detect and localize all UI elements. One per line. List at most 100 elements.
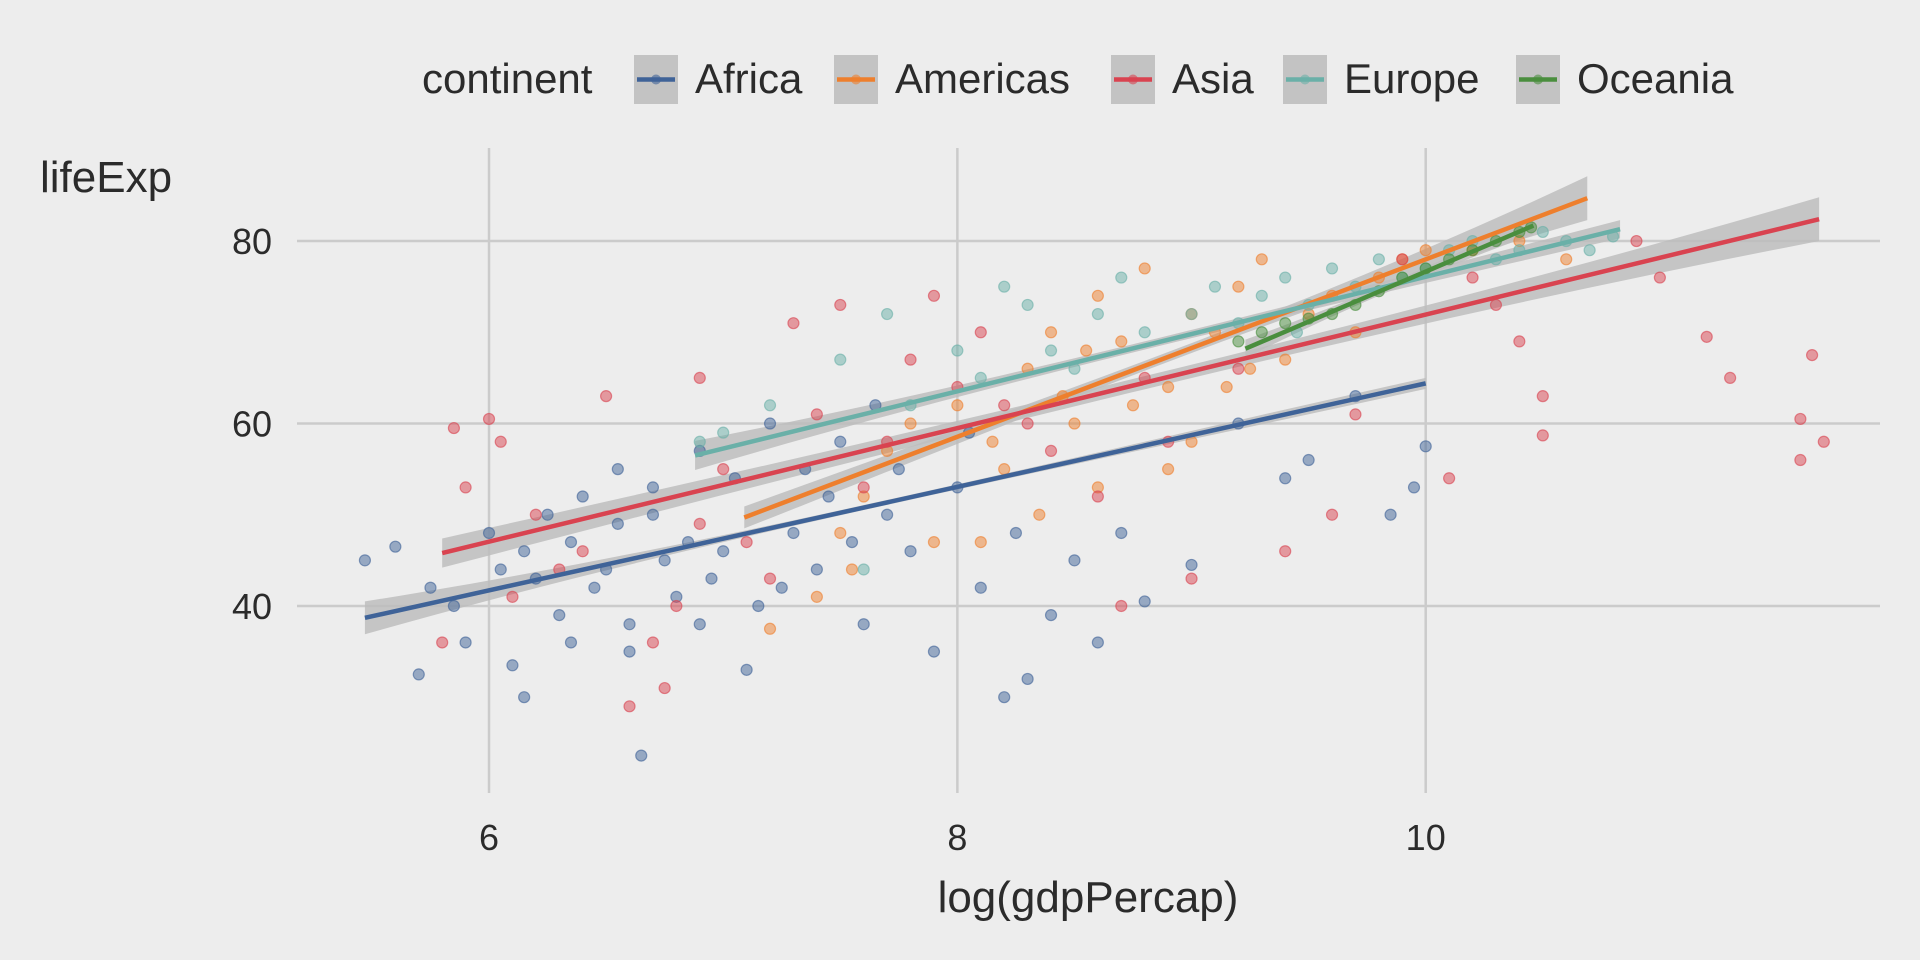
data-point-asia (1349, 408, 1362, 421)
regression-line-americas (743, 196, 1589, 520)
data-point-africa (424, 581, 437, 594)
data-point-americas (986, 435, 999, 448)
data-point-asia (927, 289, 941, 302)
data-point-asia (670, 599, 683, 613)
data-point-asia (436, 636, 449, 649)
data-point-europe (1208, 280, 1222, 293)
data-point-europe (1583, 244, 1596, 257)
data-point-africa (389, 540, 402, 553)
x-axis-title: log(gdpPercap) (938, 873, 1239, 922)
legend-point-europe (1300, 74, 1310, 85)
confidence-band-asia (442, 197, 1820, 568)
x-tick-label: 8 (947, 817, 967, 858)
data-point-africa (1419, 440, 1432, 453)
data-point-europe (1091, 307, 1104, 321)
data-point-asia (974, 326, 987, 339)
data-point-africa (998, 691, 1011, 704)
data-point-europe (998, 280, 1011, 293)
data-points (358, 221, 1830, 762)
data-point-asia (1536, 429, 1549, 442)
data-point-asia (1700, 330, 1713, 343)
data-point-asia (506, 590, 519, 603)
data-point-africa (1138, 595, 1151, 608)
data-point-africa (553, 609, 566, 622)
data-point-africa (810, 563, 823, 576)
data-point-americas (1162, 463, 1175, 476)
data-point-africa (646, 508, 660, 521)
data-point-asia (787, 317, 800, 330)
data-point-americas (1126, 399, 1140, 412)
data-point-americas (1091, 289, 1104, 302)
data-point-africa (857, 618, 870, 631)
data-point-asia (1466, 271, 1479, 284)
data-point-africa (564, 536, 578, 549)
data-point-africa (1091, 636, 1104, 649)
data-point-africa (845, 536, 859, 549)
data-point-asia (623, 700, 636, 713)
data-point-americas (1560, 253, 1573, 266)
data-point-africa (927, 645, 941, 658)
data-point-asia (1325, 508, 1339, 521)
data-point-asia (1489, 298, 1503, 312)
data-point-asia (1653, 271, 1666, 284)
data-point-africa (787, 526, 800, 540)
data-point-americas (1080, 344, 1093, 357)
regression-line-asia (441, 216, 1820, 556)
data-point-americas (927, 536, 941, 549)
data-point-americas (1243, 362, 1257, 375)
legend-point-africa (651, 74, 661, 85)
data-point-asia (857, 481, 870, 494)
data-point-africa (564, 636, 578, 649)
data-point-europe (974, 371, 987, 385)
data-point-africa (740, 663, 753, 676)
data-point-asia (740, 536, 753, 549)
data-point-asia (576, 545, 589, 558)
data-point-europe (1044, 344, 1058, 357)
data-point-asia (1724, 371, 1737, 385)
data-point-oceania (1255, 326, 1268, 339)
regression-line-africa (364, 381, 1427, 621)
data-point-oceania (1279, 317, 1292, 330)
data-point-asia (658, 681, 671, 695)
data-point-asia (810, 408, 823, 421)
data-point-asia (1021, 417, 1034, 430)
data-point-europe (1255, 289, 1268, 302)
data-point-africa (611, 463, 624, 476)
data-point-africa (693, 618, 706, 631)
data-point-africa (494, 563, 507, 576)
data-point-africa (623, 645, 636, 658)
confidence-band-americas (744, 176, 1588, 529)
data-point-africa (1021, 672, 1034, 686)
y-tick-label: 40 (232, 586, 272, 627)
data-point-africa (1407, 481, 1421, 494)
data-point-africa (623, 618, 636, 631)
regression-lines (364, 196, 1820, 621)
legend-title: continent (422, 55, 593, 102)
data-point-africa (459, 636, 472, 649)
data-point-europe (1279, 271, 1292, 284)
data-point-americas (763, 622, 777, 635)
data-point-africa (717, 545, 730, 558)
data-point-africa (412, 668, 425, 681)
data-point-africa (1009, 526, 1023, 540)
data-point-europe (857, 563, 870, 576)
data-point-americas (1162, 380, 1175, 394)
legend-label-oceania: Oceania (1577, 55, 1734, 102)
data-point-asia (494, 435, 507, 448)
data-point-africa (1044, 609, 1058, 622)
data-point-africa (658, 554, 671, 567)
data-point-africa (506, 659, 519, 672)
data-point-asia (1091, 490, 1104, 503)
legend-label-americas: Americas (895, 55, 1070, 102)
data-point-asia (459, 481, 472, 494)
data-point-asia (1817, 435, 1830, 448)
data-point-europe (763, 399, 777, 412)
data-point-africa (1185, 558, 1198, 572)
data-point-americas (1033, 508, 1046, 521)
legend-point-americas (851, 74, 861, 85)
data-point-africa (541, 508, 554, 521)
data-point-asia (1044, 444, 1058, 457)
data-point-asia (447, 421, 460, 435)
